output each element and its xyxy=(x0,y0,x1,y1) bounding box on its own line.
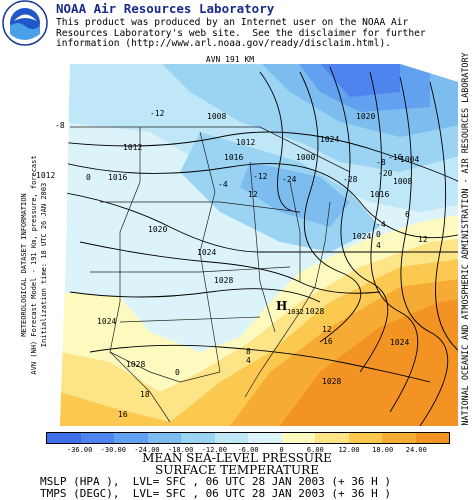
temperature-label: 8 xyxy=(246,347,251,356)
disclaimer-line: This product was produced by an Internet… xyxy=(56,17,409,28)
isobar-labels: 1008 1020 1012 1016 1000 1024 1004 1008 1012 1016… xyxy=(36,112,419,386)
high-pressure-marker: H xyxy=(276,299,287,313)
temperature-label: 6 xyxy=(405,210,410,219)
map-top-label: AVN 191 KM xyxy=(206,55,254,64)
temperature-label: 16 xyxy=(118,410,128,419)
color-scale-bar xyxy=(46,432,450,444)
temperature-label: 4 xyxy=(376,241,381,250)
weather-map: AVN 191 KM 1008 1020 1012 1016 1000 1024 1004 1… xyxy=(0,52,474,426)
temperature-label: 12 xyxy=(248,190,258,199)
temperature-label: -20 xyxy=(378,169,393,178)
isobar-label: 1028 xyxy=(126,360,145,369)
color-scale-tick: -30.00 xyxy=(100,446,126,454)
side-credit-text: NATIONAL OCEANIC AND ATMOSPHERIC ADMINIS… xyxy=(460,52,470,426)
temperature-label: 16 xyxy=(323,337,333,346)
isobar-label: 1020 xyxy=(148,225,167,234)
isobar-label: 1012 xyxy=(36,171,55,180)
color-scale-segment xyxy=(281,433,315,443)
temperature-label: 12 xyxy=(418,235,428,244)
temperature-label: -16 xyxy=(388,153,403,162)
color-scale-ticks: -36.00 -30.00 -24.00 -18.00 -12.00 -6.00 0 6.00… xyxy=(46,446,450,456)
isobar-label: 1012 xyxy=(123,143,142,152)
color-scale-segment xyxy=(147,433,181,443)
isobar-label: 1028 xyxy=(322,377,341,386)
map-subtitle: SURFACE TEMPERATURE xyxy=(155,463,319,477)
isobar-label: 1012 xyxy=(236,138,255,147)
temperature-label: -24 xyxy=(282,175,297,184)
dataset-info-line: METEOROLOGICAL DATASET INFORMATION xyxy=(20,193,28,337)
isobar-label: 1004 xyxy=(400,155,419,164)
isobar-label: 1020 xyxy=(356,112,375,121)
color-scale-tick: -6.00 xyxy=(237,446,259,454)
color-scale-tick: -18.00 xyxy=(168,446,194,454)
dataset-info: METEOROLOGICAL DATASET INFORMATION AVN (… xyxy=(14,155,70,374)
color-scale-segment xyxy=(348,433,382,443)
color-scale-segment xyxy=(114,433,148,443)
color-scale-segment xyxy=(80,433,114,443)
temperature-info-line: TMPS (DEGC), LVL= SFC , 06 UTC 28 JAN 20… xyxy=(40,487,391,500)
disclaimer-text: This product was produced by an Internet… xyxy=(56,17,466,50)
isobar-label: 1016 xyxy=(224,153,243,162)
color-scale-tick: 6.00 xyxy=(306,446,324,454)
temperature-label: 0 xyxy=(376,230,381,239)
temperature-label: 4 xyxy=(246,356,251,365)
temperature-label: -28 xyxy=(343,175,358,184)
temperature-labels: -28-20-24-12-16-8-4046121216840-4-8-1201… xyxy=(55,109,428,419)
isobar-label: 1008 xyxy=(207,112,226,121)
isobar-label: 1024 xyxy=(390,338,409,347)
color-scale-tick: -36.00 xyxy=(67,446,93,454)
color-scale-segment xyxy=(181,433,215,443)
org-name: NOAA Air Resources Laboratory xyxy=(56,1,275,16)
high-pressure-value: 1032 xyxy=(287,308,304,316)
color-scale-tick: -12.00 xyxy=(201,446,227,454)
isobar-label: 1016 xyxy=(370,190,389,199)
isobar-lines xyxy=(60,66,458,426)
temperature-fill xyxy=(60,64,458,426)
isobar-label: 1028 xyxy=(305,307,324,316)
temperature-label: 0 xyxy=(86,173,91,182)
color-scale-segment xyxy=(382,433,416,443)
dataset-info-line: AVN (NH) Forecast Model - 191 Km, pressu… xyxy=(30,155,38,375)
boundary-lines xyxy=(70,126,351,423)
isobar-label: 1000 xyxy=(296,153,315,162)
color-scale-tick: -24.00 xyxy=(134,446,160,454)
temperature-label: 12 xyxy=(322,325,332,334)
noaa-logo xyxy=(2,0,48,46)
isobar-label: 1028 xyxy=(214,276,233,285)
color-scale-segment xyxy=(248,433,282,443)
temperature-label: 0 xyxy=(175,368,180,377)
isobar-label: 1024 xyxy=(352,232,371,241)
temperature-label: -4 xyxy=(218,180,228,189)
temperature-label: -12 xyxy=(253,172,268,181)
dataset-info-line: Initialization time: 18 UTC 26 JAN 2003 xyxy=(40,182,48,348)
color-scale-segment xyxy=(214,433,248,443)
color-scale-segment xyxy=(415,433,449,443)
header: NOAA Air Resources Laboratory This produ… xyxy=(0,0,474,50)
isobar-label: 1008 xyxy=(393,177,412,186)
color-scale-segment xyxy=(47,433,81,443)
temperature-label: -4 xyxy=(376,220,386,229)
temperature-label: 18 xyxy=(140,390,150,399)
map-title: MEAN SEA-LEVEL PRESSURE xyxy=(142,451,332,465)
isobar-label: 1024 xyxy=(320,135,339,144)
temperature-label: -8 xyxy=(55,121,65,130)
side-credit: NATIONAL OCEANIC AND ATMOSPHERIC ADMINIS… xyxy=(458,52,472,426)
isobar-label: 1016 xyxy=(108,173,127,182)
isobar-label: 1024 xyxy=(97,317,116,326)
color-scale-segment xyxy=(315,433,349,443)
disclaimer-line: information (http://www.arl.noaa.gov/rea… xyxy=(56,38,392,49)
color-scale-tick: 0 xyxy=(279,446,284,454)
color-scale-tick: 18.00 xyxy=(372,446,394,454)
isobar-label: 1024 xyxy=(197,248,216,257)
color-scale-tick: 12.00 xyxy=(338,446,360,454)
color-scale-tick: 24.00 xyxy=(405,446,427,454)
temperature-label: -8 xyxy=(376,158,386,167)
temperature-label: -12 xyxy=(150,109,165,118)
disclaimer-line: Resources Laboratory's web site. See the… xyxy=(56,27,426,39)
mslp-info-line: MSLP (HPA ), LVL= SFC , 06 UTC 28 JAN 20… xyxy=(40,475,391,488)
